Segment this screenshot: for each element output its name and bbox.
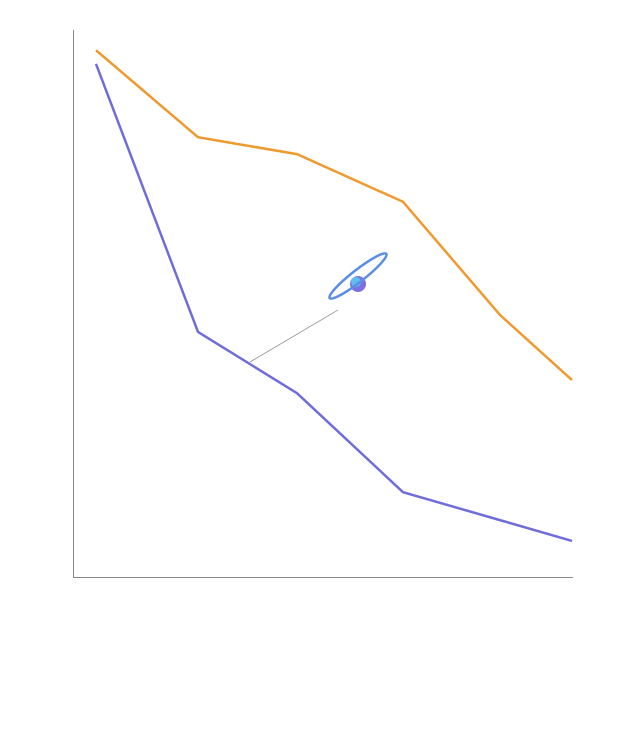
- series-line: [95, 49, 573, 382]
- logo: [249, 252, 388, 363]
- planet-ring: [328, 252, 388, 300]
- logo-pointer: [249, 309, 339, 363]
- series-line: [94, 63, 573, 543]
